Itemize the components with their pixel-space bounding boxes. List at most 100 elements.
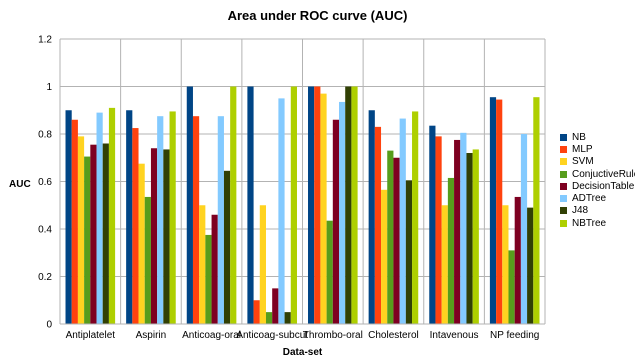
bar-MLP-Antiplatelet [71,119,78,324]
legend-swatch [560,170,567,178]
bar-ADTree-Thrombo-oral [339,101,346,324]
legend-item: NB [560,131,635,143]
legend-label: SVM [572,156,594,168]
x-axis-label: Data-set [282,347,323,358]
bar-NB-Aspirin [126,110,133,324]
bar-NB-Antiplatelet [65,110,72,324]
bar-J48-Thrombo-oral [345,86,352,324]
bar-NB-Thrombo-oral [308,86,315,324]
bar-ADTree-Intavenous [460,132,467,324]
x-tick-label: Aspirin [136,330,167,341]
legend-item: DecisionTable [560,180,635,192]
bar-DecisionTable-Anticoag-oral [211,214,218,324]
legend-swatch [560,219,567,227]
bar-J48-NP feeding [527,207,534,324]
y-tick-label: 0 [46,320,52,331]
legend-item: ADTree [560,192,635,204]
legend-item: NBTree [560,217,635,229]
bar-DecisionTable-Intavenous [454,139,461,324]
y-tick-label: 0.2 [38,272,52,283]
bar-NBTree-Thrombo-oral [351,86,358,324]
x-tick-label: Cholesterol [368,330,419,341]
bar-DecisionTable-Aspirin [150,148,158,324]
legend-item: MLP [560,143,635,155]
bar-DecisionTable-Anticoag-subcut [272,288,279,324]
bar-SVM-Intavenous [441,205,448,324]
legend-label: MLP [572,143,593,155]
legend-swatch [560,145,567,153]
bar-ADTree-Anticoag-subcut [278,98,285,324]
legend-label: ConjuctiveRules [572,168,635,180]
bar-NB-Anticoag-subcut [247,86,254,324]
bar-DecisionTable-Thrombo-oral [332,119,340,324]
x-tick-label: Anticoag-oral [182,330,241,341]
bar-NBTree-Anticoag-oral [230,86,237,324]
bar-ADTree-Anticoag-oral [217,116,224,324]
x-tick-label: NP feeding [490,330,539,341]
bar-NB-Intavenous [429,125,436,324]
bar-NB-Cholesterol [368,110,375,324]
bar-ADTree-NP feeding [520,134,528,324]
bar-ConjuctiveRules-Cholesterol [387,150,394,324]
legend-swatch [560,195,567,203]
bar-NB-NP feeding [489,97,497,324]
legend-swatch [560,158,567,166]
bar-J48-Anticoag-oral [223,170,231,324]
bar-J48-Antiplatelet [102,143,109,324]
legend-label: ADTree [572,193,607,205]
bar-SVM-NP feeding [502,205,509,324]
legend-item: SVM [560,156,635,168]
legend-item: ConjuctiveRules [560,168,635,180]
legend-label: NBTree [572,217,607,229]
bar-J48-Cholesterol [405,180,413,324]
bar-ConjuctiveRules-NP feeding [508,250,515,324]
y-tick-label: 1 [46,82,52,93]
legend-label: J48 [572,205,589,217]
bar-SVM-Aspirin [138,163,145,324]
bar-MLP-Cholesterol [374,126,382,324]
bar-SVM-Thrombo-oral [320,93,327,324]
legend-item: J48 [560,205,635,217]
legend-label: DecisionTable [572,180,635,192]
bar-NBTree-Aspirin [169,111,176,324]
bar-DecisionTable-Cholesterol [393,157,400,324]
legend-swatch [560,207,567,215]
legend-swatch [560,182,567,190]
y-axis-label: AUC [9,179,31,190]
bar-MLP-Thrombo-oral [314,86,321,324]
bar-ConjuctiveRules-Intavenous [447,177,455,324]
bar-DecisionTable-NP feeding [514,196,521,324]
bar-ConjuctiveRules-Anticoag-subcut [265,312,273,324]
bar-MLP-NP feeding [496,99,503,324]
bar-ConjuctiveRules-Aspirin [144,196,151,324]
bar-MLP-Anticoag-oral [192,116,200,324]
bar-NBTree-Cholesterol [412,111,419,324]
bar-MLP-Aspirin [132,128,139,324]
bar-ConjuctiveRules-Anticoag-oral [205,234,212,324]
bar-NBTree-NP feeding [533,97,540,324]
bar-NBTree-Intavenous [472,149,479,324]
bar-NBTree-Anticoag-subcut [290,86,297,324]
bar-NBTree-Antiplatelet [108,107,116,324]
y-tick-label: 0.8 [38,130,52,141]
legend: NBMLPSVMConjuctiveRulesDecisionTableADTr… [560,131,635,229]
x-tick-label: Antiplatelet [66,330,116,341]
x-tick-label: Intavenous [430,330,479,341]
bar-MLP-Intavenous [435,136,442,324]
y-tick-label: 1.2 [38,35,52,46]
bar-ADTree-Aspirin [157,116,164,324]
y-tick-label: 0.4 [38,225,52,236]
bar-MLP-Anticoag-subcut [253,300,260,324]
bar-DecisionTable-Antiplatelet [90,144,97,324]
legend-swatch [560,133,567,141]
bar-J48-Aspirin [163,149,170,324]
bar-SVM-Antiplatelet [77,136,85,324]
chart-title: Area under ROC curve (AUC) [227,8,408,23]
y-tick-label: 0.6 [38,177,52,188]
bar-SVM-Cholesterol [381,189,388,324]
bar-SVM-Anticoag-subcut [259,205,266,324]
bar-SVM-Anticoag-oral [199,205,206,324]
bar-ConjuctiveRules-Antiplatelet [84,156,91,324]
bar-ConjuctiveRules-Thrombo-oral [326,220,333,324]
